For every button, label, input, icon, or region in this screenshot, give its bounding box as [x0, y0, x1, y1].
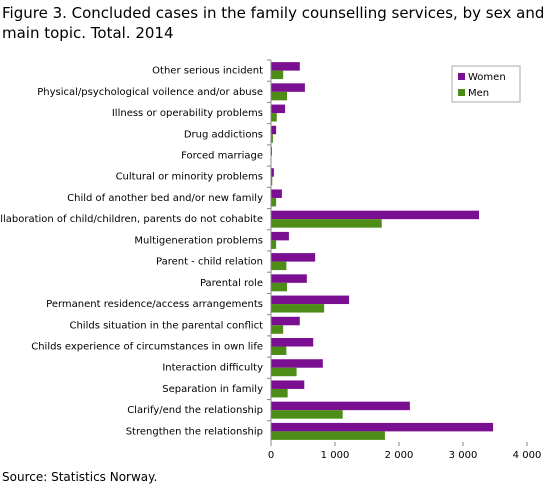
y-tick-label: Other serious incident [152, 66, 263, 77]
y-tick-label: Childs experience of circumstances in ow… [31, 342, 263, 353]
bar [271, 125, 277, 135]
bar [271, 274, 307, 283]
legend-swatch [458, 89, 465, 96]
bar [271, 304, 325, 313]
bar [271, 240, 277, 249]
y-tick-label: Collaboration of child/children, parents… [0, 214, 263, 225]
bar [271, 261, 287, 271]
legend-label: Women [468, 72, 506, 83]
y-tick-label: Interaction difficulty [162, 363, 263, 374]
y-tick-label: Parental role [200, 278, 263, 289]
bar [271, 295, 350, 305]
bar [271, 253, 316, 262]
y-tick-label: Clarify/end the relationship [127, 405, 263, 416]
bar [271, 422, 494, 432]
y-tick-label: Forced marriage [181, 151, 263, 162]
y-tick-label: Parent - child relation [156, 257, 263, 268]
bar [271, 316, 300, 326]
bar [271, 83, 305, 92]
x-tick-label: 2 000 [385, 450, 414, 461]
x-tick-label: 4 000 [513, 450, 542, 461]
y-tick-label: Child of another bed and/or new family [67, 193, 263, 204]
x-tick-label: 1 000 [321, 450, 350, 461]
y-tick-label: Childs situation in the parental conflic… [69, 320, 263, 331]
x-tick-label: 0 [268, 450, 274, 461]
bar [271, 231, 289, 241]
bar [271, 104, 286, 114]
y-tick-label: Drug addictions [184, 129, 263, 140]
bar [271, 388, 288, 398]
source-note: Source: Statistics Norway. [2, 470, 158, 484]
bar [271, 189, 282, 198]
legend-label: Men [468, 88, 489, 99]
y-tick-label: Cultural or minority problems [116, 172, 263, 183]
y-tick-label: Permanent residence/access arrangements [46, 299, 263, 310]
legend-swatch [458, 73, 465, 80]
bar [271, 91, 287, 101]
bar [271, 401, 410, 411]
bar [271, 70, 284, 80]
y-tick-label: Physical/psychological voilence and/or a… [37, 87, 263, 98]
bar [271, 62, 300, 71]
x-tick-label: 3 000 [449, 450, 478, 461]
bar [271, 197, 277, 207]
bar [271, 134, 273, 143]
bar [271, 176, 273, 186]
bar [271, 113, 277, 122]
bar [271, 219, 382, 228]
y-tick-label: Illness or operability problems [112, 108, 263, 119]
bar [271, 338, 314, 347]
y-tick-label: Multigeneration problems [134, 235, 263, 246]
bar [271, 431, 385, 440]
bar [271, 325, 284, 334]
y-tick-label: Separation in family [162, 384, 263, 395]
bar [271, 346, 287, 355]
bar [271, 168, 274, 177]
bar [271, 410, 343, 419]
bar [271, 359, 323, 368]
y-tick-label: Strengthen the relationship [126, 426, 263, 437]
bar [271, 210, 479, 220]
bar [271, 282, 287, 292]
chart-title: Figure 3. Concluded cases in the family … [2, 4, 545, 42]
bar [271, 380, 305, 389]
bar [271, 367, 297, 377]
